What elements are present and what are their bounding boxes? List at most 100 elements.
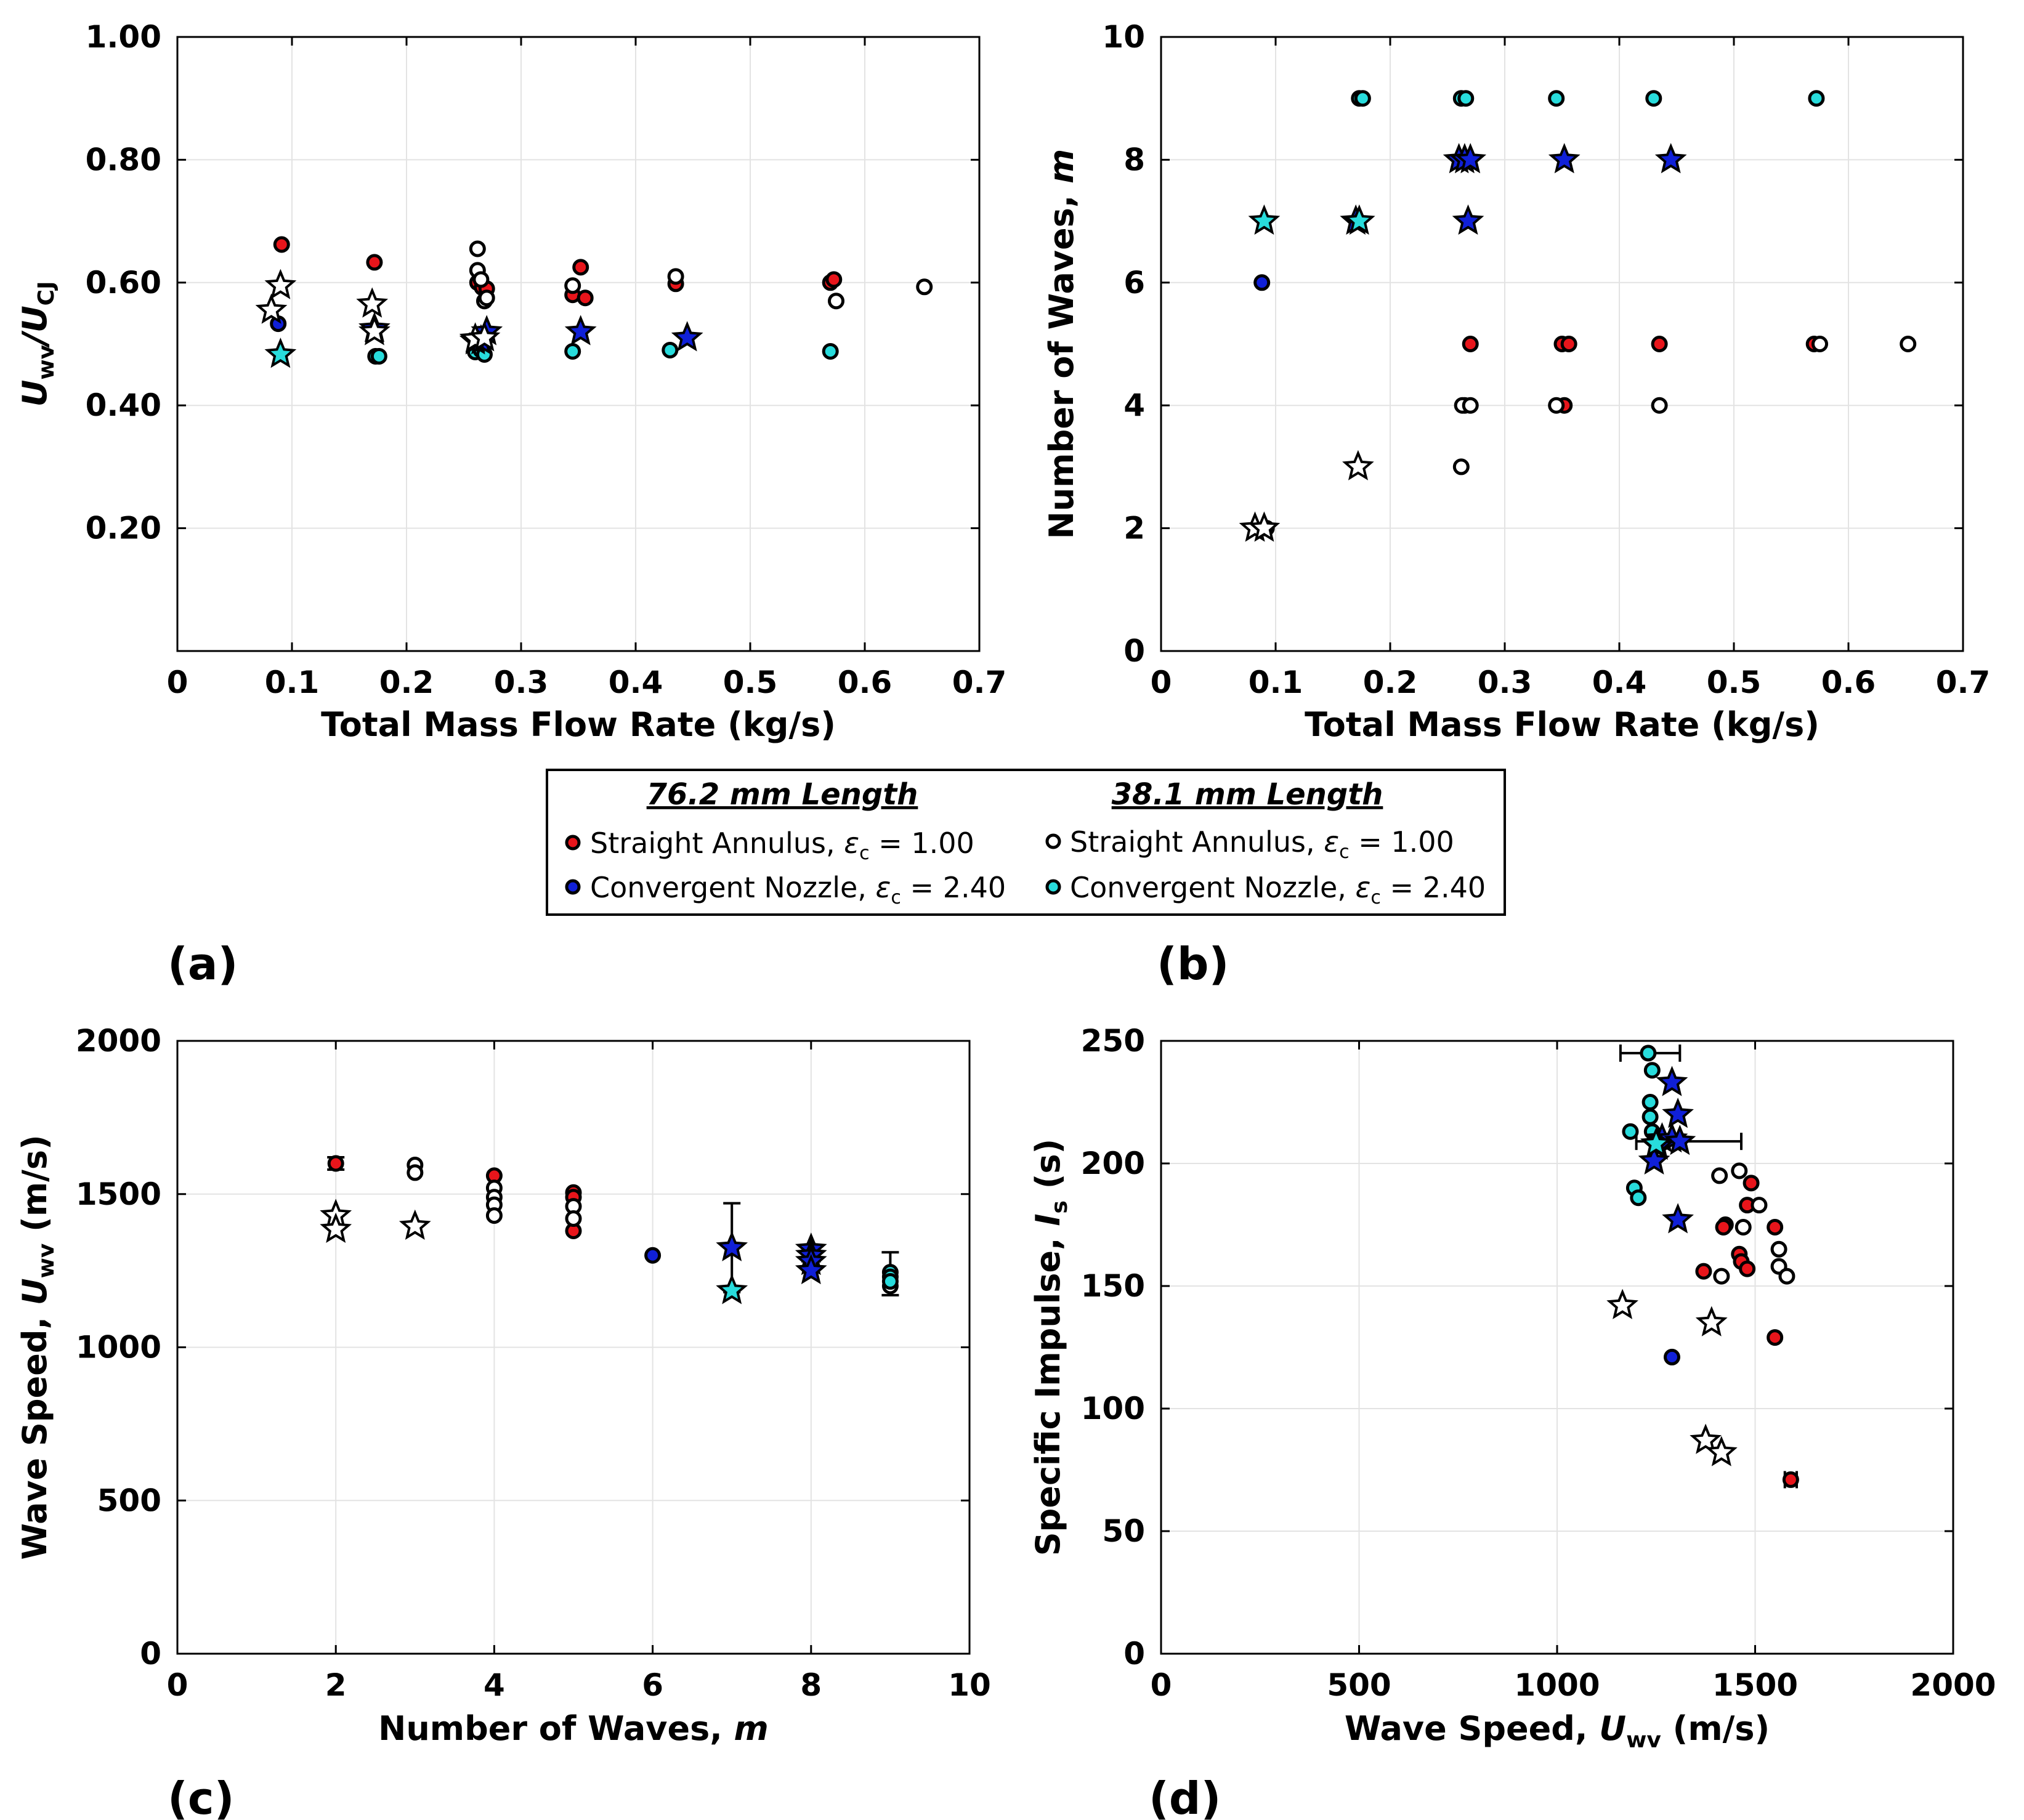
series-6 xyxy=(716,1274,748,1304)
data-point-circle xyxy=(1808,90,1825,107)
series-5 xyxy=(1606,1288,1738,1466)
panel-label-b: (b) xyxy=(1157,938,1229,990)
y-tick-label: 0.80 xyxy=(86,142,161,177)
y-tick-label: 0.40 xyxy=(86,387,161,423)
y-tick-label: 50 xyxy=(1102,1513,1145,1549)
y-tick-label: 2000 xyxy=(76,1023,161,1059)
data-point-circle xyxy=(1663,1348,1680,1365)
data-point-circle xyxy=(1695,1263,1712,1280)
y-tick-label: 0 xyxy=(1123,633,1145,669)
y-tick-label: 2 xyxy=(1123,511,1145,546)
x-tick-label: 0.4 xyxy=(1592,665,1647,700)
y-tick-label: 200 xyxy=(1081,1146,1145,1181)
x-tick-label: 8 xyxy=(800,1667,822,1703)
data-point-circle xyxy=(1713,1268,1730,1285)
legend-label: Straight Annulus, εc = 1.00 xyxy=(1070,825,1454,863)
y-tick-label: 0 xyxy=(1123,1636,1145,1672)
y-tick-label: 100 xyxy=(1081,1391,1145,1426)
x-tick-label: 0.6 xyxy=(1821,665,1876,700)
legend-item: Straight Annulus, εc = 1.00 xyxy=(565,827,974,864)
data-point-circle xyxy=(881,1273,899,1290)
legend-label: Convergent Nozzle, εc = 2.40 xyxy=(1070,871,1486,908)
data-point-circle xyxy=(644,1247,662,1264)
y-tick-label: 150 xyxy=(1081,1268,1145,1304)
data-point-star xyxy=(358,315,391,346)
data-point-circle xyxy=(1770,1240,1787,1258)
y-tick-label: 1000 xyxy=(76,1330,161,1365)
x-tick-label: 0.3 xyxy=(1478,665,1532,700)
series-2 xyxy=(1663,1348,1680,1365)
data-point-star xyxy=(264,269,297,299)
data-point-star xyxy=(1248,511,1281,542)
x-tick-label: 0 xyxy=(1151,1667,1172,1703)
data-point-circle xyxy=(1735,1218,1752,1236)
data-point-circle xyxy=(564,342,581,360)
data-point-circle xyxy=(327,1155,344,1172)
x-tick-label: 500 xyxy=(1327,1667,1391,1703)
data-point-star xyxy=(1705,1436,1738,1466)
legend-item: Convergent Nozzle, εc = 2.40 xyxy=(565,871,1006,908)
y-tick-label: 1500 xyxy=(76,1176,161,1212)
series-6 xyxy=(264,338,297,368)
panel-label-a: (a) xyxy=(168,938,238,990)
data-point-star xyxy=(399,1209,431,1240)
series-0 xyxy=(1456,336,1823,414)
data-point-circle xyxy=(1452,458,1470,475)
data-point-circle xyxy=(825,271,843,288)
y-tick-label: 1.00 xyxy=(86,19,161,55)
x-tick-label: 0.1 xyxy=(265,665,320,700)
series-1 xyxy=(1711,1162,1795,1285)
series-5 xyxy=(255,269,501,353)
data-point-circle xyxy=(1743,1175,1760,1192)
legend-item: Convergent Nozzle, εc = 2.40 xyxy=(1045,871,1486,908)
series-5 xyxy=(1239,450,1374,542)
data-point-circle xyxy=(1767,1329,1784,1346)
data-point-star xyxy=(1606,1288,1638,1319)
data-point-circle xyxy=(1645,90,1662,107)
legend-label: Straight Annulus, εc = 1.00 xyxy=(590,827,974,864)
data-point-circle xyxy=(1778,1268,1795,1285)
data-point-circle xyxy=(662,341,679,358)
data-point-circle xyxy=(1640,1045,1657,1062)
y-axis-label: Uwv/UCJ xyxy=(15,281,59,407)
data-point-star xyxy=(1248,204,1281,235)
data-point-circle xyxy=(485,1207,503,1224)
y-tick-label: 0.60 xyxy=(86,265,161,301)
data-point-circle xyxy=(1462,397,1479,414)
data-point-star xyxy=(356,287,389,318)
data-point-star xyxy=(795,1253,827,1285)
x-axis-label: Total Mass Flow Rate (kg/s) xyxy=(1305,705,1820,744)
data-point-circle xyxy=(1630,1189,1647,1207)
data-point-star xyxy=(1662,1098,1694,1128)
x-tick-label: 0.5 xyxy=(723,665,778,700)
x-axis-label: Number of Waves, m xyxy=(378,1709,769,1748)
legend-label: Convergent Nozzle, εc = 2.40 xyxy=(590,871,1006,908)
data-point-star xyxy=(1695,1306,1728,1337)
x-tick-label: 0.2 xyxy=(379,665,434,700)
series-0 xyxy=(1695,1175,1799,1488)
data-point-star xyxy=(1454,143,1487,174)
x-tick-label: 0 xyxy=(167,1667,188,1703)
data-point-star xyxy=(1664,1124,1696,1155)
data-point-circle xyxy=(1354,90,1371,107)
x-tick-label: 0 xyxy=(1151,665,1172,700)
series-3 xyxy=(1351,90,1825,107)
data-point-circle xyxy=(1651,397,1668,414)
series-2 xyxy=(1253,274,1271,291)
legend-marker xyxy=(1045,879,1061,895)
legend: 76.2 mm Length 38.1 mm Length Straight A… xyxy=(546,769,1506,916)
y-tick-label: 8 xyxy=(1123,142,1145,177)
series-0 xyxy=(327,1155,582,1239)
x-tick-label: 10 xyxy=(948,1667,991,1703)
x-tick-label: 0.5 xyxy=(1707,665,1762,700)
panel-label-d: (d) xyxy=(1149,1773,1221,1820)
y-axis-label: Specific Impulse, Is (s) xyxy=(1029,1139,1072,1556)
y-tick-label: 0.20 xyxy=(86,511,161,546)
data-point-circle xyxy=(1715,1218,1732,1236)
data-point-circle xyxy=(1462,336,1479,352)
data-point-circle xyxy=(1560,336,1577,352)
series-2 xyxy=(644,1247,662,1264)
data-point-star xyxy=(716,1231,748,1261)
data-point-circle xyxy=(1641,1108,1659,1125)
data-point-circle xyxy=(469,240,486,257)
